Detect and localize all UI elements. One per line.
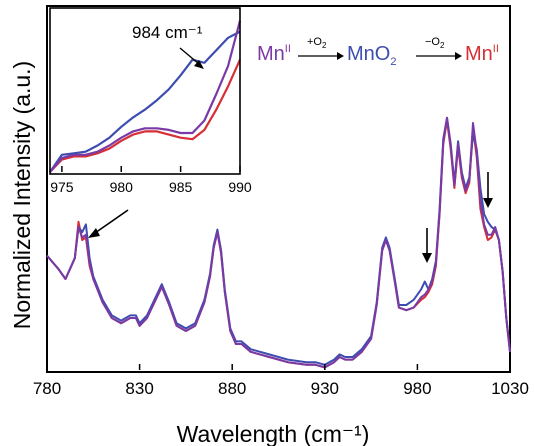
y-axis-title: Normalized Intensity (a.u.) (9, 61, 35, 329)
scheme-arrow-reduction: −O2 (416, 36, 462, 60)
scheme-mn-end: MnII (465, 43, 499, 65)
inset-series-line-2 (49, 30, 241, 173)
inset-frame (49, 7, 241, 175)
main-x-tick-label-980: 980 (403, 379, 431, 398)
svg-text:+O2: +O2 (307, 36, 327, 50)
main-x-ticks: 780 830 880 930 980 1030 (33, 364, 529, 398)
inset-series-line-1 (49, 59, 242, 173)
main-plot: 780 830 880 930 980 1030 (33, 5, 529, 398)
x-axis-title: Wavelength (cm⁻¹) (177, 421, 370, 446)
scheme-arrow-oxidation: +O2 (298, 36, 344, 60)
main-series-line-3 (46, 116, 511, 369)
main-x-tick-label-830: 830 (125, 379, 153, 398)
main-x-tick-label-880: 880 (218, 379, 246, 398)
main-x-tick-label-930: 930 (311, 379, 339, 398)
inset-x-tick-label-990: 990 (228, 179, 252, 195)
arrow-left (88, 209, 129, 238)
inset-x-tick-label-980: 980 (110, 179, 134, 195)
scheme-mno2: MnO2 (347, 43, 396, 68)
main-x-tick-label-780: 780 (33, 379, 61, 398)
arrow-1020 (483, 172, 493, 208)
inset-x-tick-label-985: 985 (169, 179, 193, 195)
inset-annotation-arrow (179, 47, 204, 69)
main-x-tick-label-1030: 1030 (491, 379, 529, 398)
inset-series-group (49, 20, 242, 173)
inset-series-line-3 (49, 20, 242, 173)
arrow-984 (422, 228, 432, 263)
inset-plot: 975 980 985 990 984 cm⁻¹ (49, 7, 252, 195)
inset-x-tick-label-975: 975 (50, 179, 74, 195)
scheme-mn-start: MnII (257, 43, 291, 65)
inset-annotation: 984 cm⁻¹ (132, 23, 203, 42)
main-series-group (46, 116, 511, 369)
svg-text:−O2: −O2 (425, 36, 445, 50)
inset-x-ticks: 975 980 985 990 (50, 166, 252, 195)
main-plot-frame (46, 5, 511, 373)
reaction-scheme: MnII +O2 MnO2 −O2 MnII (257, 36, 499, 68)
